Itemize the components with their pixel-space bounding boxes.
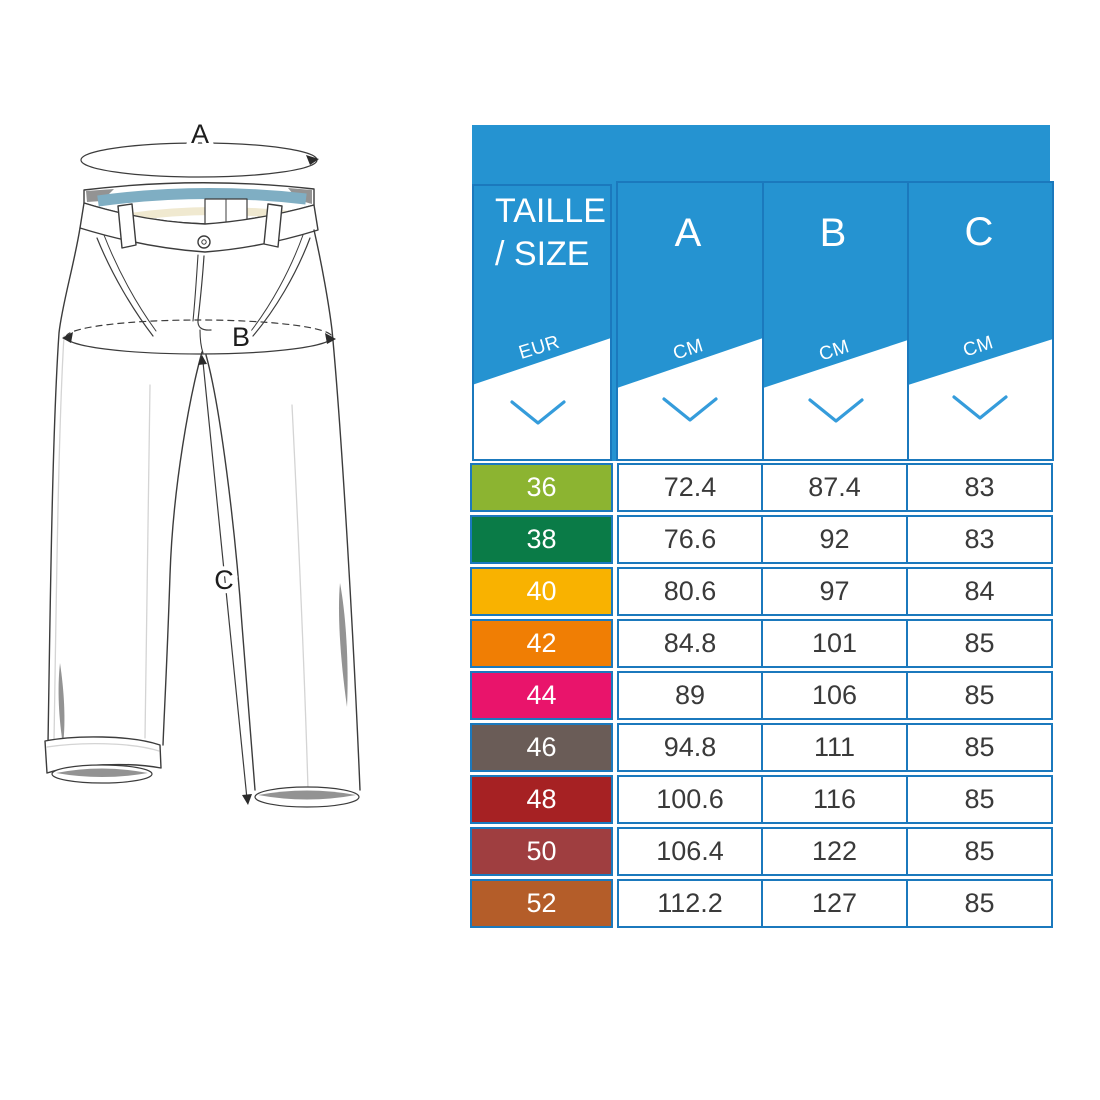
column-header-b: B [820, 211, 847, 255]
value-a-cell: 76.6 [617, 515, 763, 564]
table-row: 50 106.4 122 85 [470, 827, 1053, 876]
table-header: TAILLE / SIZE A B C EUR CM CM CM [472, 125, 1054, 461]
chevron-down-icon [662, 397, 718, 422]
value-a-cell: 100.6 [617, 775, 763, 824]
belt-loop-left [117, 203, 137, 249]
value-a-cell: 94.8 [617, 723, 763, 772]
value-c-cell: 85 [906, 827, 1053, 876]
table-row: 40 80.6 97 84 [470, 567, 1053, 616]
size-cell: 44 [470, 671, 613, 720]
waist-measure-ellipse [80, 142, 319, 178]
column-header-c: C [965, 210, 994, 254]
button-hole [201, 239, 207, 245]
size-cell: 40 [470, 567, 613, 616]
value-b-cell: 127 [761, 879, 908, 928]
value-c-cell: 85 [906, 879, 1053, 928]
value-a-cell: 80.6 [617, 567, 763, 616]
chevron-down-icon [952, 395, 1008, 420]
left-cuff-line [46, 743, 160, 752]
waist-arrow [306, 155, 319, 165]
value-c-cell: 84 [906, 567, 1053, 616]
size-cell: 38 [470, 515, 613, 564]
size-title-line2: / SIZE [495, 235, 589, 273]
size-cell: 50 [470, 827, 613, 876]
table-row: 36 72.4 87.4 83 [470, 463, 1053, 512]
chevron-down-icon [808, 398, 864, 423]
value-a-cell: 89 [617, 671, 763, 720]
table-row: 44 89 106 85 [470, 671, 1053, 720]
pocket-left [96, 237, 154, 337]
right-shading [338, 583, 348, 707]
pocket-right [252, 237, 311, 337]
table-row: 38 76.6 92 83 [470, 515, 1053, 564]
measure-label-c: C [214, 565, 234, 595]
front-rise-seam [199, 329, 204, 354]
wedge-b [763, 340, 908, 461]
value-b-cell: 111 [761, 723, 908, 772]
table-row: 48 100.6 116 85 [470, 775, 1053, 824]
left-hem-shade [56, 768, 148, 777]
waistband-lining-blue [97, 187, 307, 207]
left-outer-seam [47, 227, 81, 744]
belt-loop-right [263, 203, 283, 248]
right-outer-seam [313, 229, 361, 791]
waistband-front [79, 202, 319, 253]
left-inseam [162, 351, 203, 746]
wedge-size [472, 338, 611, 461]
right-hem-shade [258, 790, 356, 800]
fly-stitch [197, 255, 212, 331]
measure-label-b: B [232, 322, 250, 352]
table-row: 46 94.8 111 85 [470, 723, 1053, 772]
length-measure-line [198, 355, 252, 805]
size-table-body: 36 72.4 87.4 83 38 76.6 92 83 40 80.6 97… [470, 463, 1053, 931]
value-b-cell: 101 [761, 619, 908, 668]
value-a-cell: 84.8 [617, 619, 763, 668]
wedge-c [908, 339, 1053, 461]
value-b-cell: 87.4 [761, 463, 908, 512]
value-c-cell: 85 [906, 723, 1053, 772]
value-a-cell: 72.4 [617, 463, 763, 512]
pants-diagram: A B C [44, 115, 361, 808]
value-c-cell: 85 [906, 671, 1053, 720]
wedge-a [617, 338, 763, 461]
colbox-c [907, 181, 1054, 461]
pocket-right-stitch [250, 234, 304, 332]
value-c-cell: 85 [906, 619, 1053, 668]
size-cell: 46 [470, 723, 613, 772]
right-crease [291, 404, 309, 790]
column-header-a: A [675, 211, 702, 255]
table-row: 52 112.2 127 85 [470, 879, 1053, 928]
value-b-cell: 92 [761, 515, 908, 564]
size-cell: 36 [470, 463, 613, 512]
size-cell: 52 [470, 879, 613, 928]
left-crease [144, 384, 151, 739]
size-title-line1: TAILLE [495, 192, 606, 230]
colbox-size [472, 184, 612, 461]
value-c-cell: 85 [906, 775, 1053, 824]
value-a-cell: 106.4 [617, 827, 763, 876]
value-b-cell: 116 [761, 775, 908, 824]
chevron-down-icon [510, 400, 566, 425]
measure-label-a: A [191, 119, 209, 149]
hip-measure-ellipse [62, 319, 336, 355]
value-a-cell: 112.2 [617, 879, 763, 928]
table-row: 42 84.8 101 85 [470, 619, 1053, 668]
value-c-cell: 83 [906, 463, 1053, 512]
right-inseam [205, 354, 256, 791]
left-seam-shadow [53, 335, 65, 742]
value-b-cell: 97 [761, 567, 908, 616]
value-c-cell: 83 [906, 515, 1053, 564]
button [197, 235, 211, 249]
size-cell: 42 [470, 619, 613, 668]
size-cell: 48 [470, 775, 613, 824]
left-shading [58, 663, 65, 745]
value-b-cell: 122 [761, 827, 908, 876]
fly-seam [192, 254, 199, 322]
value-b-cell: 106 [761, 671, 908, 720]
pocket-left-stitch [103, 234, 157, 332]
